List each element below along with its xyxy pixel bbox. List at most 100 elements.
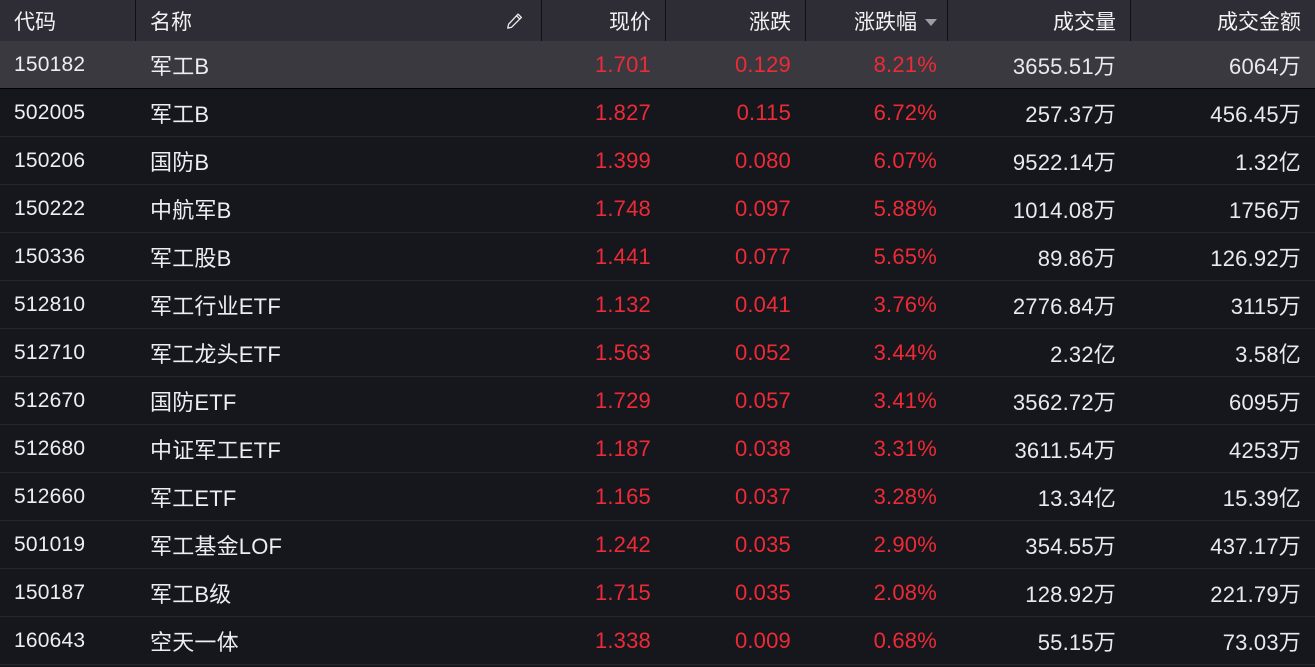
cell-price: 1.701 — [594, 52, 651, 77]
cell-change: 0.097 — [734, 196, 791, 221]
table-row[interactable]: 502005 军工B 1.827 0.115 6.72% 257.37万 456.45万 — [0, 89, 1315, 137]
table-row[interactable]: 150336 军工股B 1.441 0.077 5.65% 89.86万 126.92万 — [0, 233, 1315, 281]
cell-amount: 1.32亿 — [1235, 150, 1301, 175]
column-header-pct[interactable]: 涨跌幅 — [805, 0, 947, 41]
cell-volume: 1014.08万 — [1012, 198, 1116, 223]
table-row[interactable]: 150206 国防B 1.399 0.080 6.07% 9522.14万 1.32亿 — [0, 137, 1315, 185]
cell-name: 军工B — [150, 54, 210, 79]
cell-pct: 3.28% — [873, 484, 937, 509]
cell-name: 中航军B — [150, 198, 232, 223]
column-header-code[interactable]: 代码 — [0, 0, 135, 41]
cell-change: 0.052 — [734, 340, 791, 365]
table-row[interactable]: 150182 军工B 1.701 0.129 8.21% 3655.51万 6064万 — [0, 41, 1315, 89]
column-header-name-label: 名称 — [150, 10, 192, 34]
table-body: 150182 军工B 1.701 0.129 8.21% 3655.51万 6064万 502… — [0, 41, 1315, 665]
cell-pct: 3.76% — [873, 292, 937, 317]
column-header-name[interactable]: 名称 — [135, 0, 541, 41]
cell-volume: 257.37万 — [1025, 102, 1116, 127]
cell-volume: 13.34亿 — [1037, 486, 1116, 511]
cell-price: 1.338 — [594, 628, 651, 653]
column-header-amount-label: 成交金额 — [1217, 10, 1301, 34]
cell-volume: 3611.54万 — [1014, 438, 1116, 463]
cell-pct: 3.44% — [873, 340, 937, 365]
cell-code: 150182 — [14, 53, 86, 76]
cell-amount: 3.58亿 — [1235, 342, 1301, 367]
cell-pct: 6.72% — [873, 100, 937, 125]
cell-code: 512810 — [14, 293, 86, 316]
cell-code: 512670 — [14, 389, 86, 412]
cell-amount: 73.03万 — [1222, 630, 1301, 655]
cell-change: 0.115 — [736, 100, 791, 125]
table-row[interactable]: 512810 军工行业ETF 1.132 0.041 3.76% 2776.84万 3115… — [0, 281, 1315, 329]
cell-code: 150336 — [14, 245, 86, 268]
pencil-icon[interactable] — [506, 12, 523, 29]
table-row[interactable]: 512710 军工龙头ETF 1.563 0.052 3.44% 2.32亿 3.58亿 — [0, 329, 1315, 377]
cell-volume: 2776.84万 — [1012, 294, 1116, 319]
cell-pct: 5.65% — [873, 244, 937, 269]
cell-pct: 2.08% — [873, 580, 937, 605]
cell-code: 150206 — [14, 149, 86, 172]
cell-amount: 126.92万 — [1210, 246, 1301, 271]
column-header-change-label: 涨跌 — [749, 10, 791, 34]
cell-name: 军工股B — [150, 246, 232, 271]
column-header-price[interactable]: 现价 — [541, 0, 665, 41]
cell-code: 150222 — [14, 197, 86, 220]
cell-amount: 6095万 — [1229, 390, 1301, 415]
cell-pct: 3.41% — [873, 388, 937, 413]
cell-change: 0.038 — [734, 436, 791, 461]
cell-volume: 3562.72万 — [1012, 390, 1116, 415]
table-row[interactable]: 512680 中证军工ETF 1.187 0.038 3.31% 3611.54万 4253… — [0, 425, 1315, 473]
cell-name: 军工基金LOF — [150, 534, 283, 559]
cell-amount: 221.79万 — [1210, 582, 1301, 607]
cell-price: 1.748 — [594, 196, 651, 221]
cell-volume: 9522.14万 — [1012, 150, 1116, 175]
column-header-volume-label: 成交量 — [1053, 10, 1116, 34]
cell-change: 0.057 — [734, 388, 791, 413]
column-header-amount[interactable]: 成交金额 — [1130, 0, 1315, 41]
cell-change: 0.080 — [734, 148, 791, 173]
cell-code: 150187 — [14, 581, 86, 604]
cell-change: 0.037 — [734, 484, 791, 509]
cell-amount: 456.45万 — [1210, 102, 1301, 127]
table-row[interactable]: 150187 军工B级 1.715 0.035 2.08% 128.92万 221.79万 — [0, 569, 1315, 617]
cell-volume: 89.86万 — [1037, 246, 1116, 271]
cell-name: 军工B — [150, 102, 210, 127]
cell-pct: 5.88% — [873, 196, 937, 221]
cell-price: 1.715 — [594, 580, 651, 605]
column-header-change[interactable]: 涨跌 — [665, 0, 805, 41]
cell-price: 1.399 — [594, 148, 651, 173]
cell-change: 0.041 — [734, 292, 791, 317]
cell-price: 1.441 — [594, 244, 651, 269]
table-row[interactable]: 150222 中航军B 1.748 0.097 5.88% 1014.08万 1756万 — [0, 185, 1315, 233]
cell-price: 1.165 — [594, 484, 651, 509]
cell-name: 国防ETF — [150, 390, 237, 415]
table-row[interactable]: 512660 军工ETF 1.165 0.037 3.28% 13.34亿 15.39亿 — [0, 473, 1315, 521]
cell-code: 501019 — [14, 533, 86, 556]
cell-name: 中证军工ETF — [150, 438, 281, 463]
table-header: 代码 名称 现价 涨跌 涨跌幅 成交量 成交金额 — [0, 0, 1315, 41]
cell-price: 1.827 — [594, 100, 651, 125]
cell-amount: 3115万 — [1230, 294, 1301, 319]
cell-change: 0.009 — [734, 628, 791, 653]
cell-volume: 128.92万 — [1025, 582, 1116, 607]
cell-code: 512680 — [14, 437, 86, 460]
cell-name: 军工ETF — [150, 486, 237, 511]
table-row[interactable]: 501019 军工基金LOF 1.242 0.035 2.90% 354.55万 437.1… — [0, 521, 1315, 569]
column-header-pct-label: 涨跌幅 — [854, 10, 917, 34]
cell-amount: 6064万 — [1229, 54, 1301, 79]
cell-price: 1.132 — [594, 292, 651, 317]
cell-amount: 437.17万 — [1210, 534, 1301, 559]
sort-desc-arrow-icon[interactable] — [925, 19, 937, 26]
cell-volume: 3655.51万 — [1012, 54, 1116, 79]
cell-name: 国防B — [150, 150, 210, 175]
cell-pct: 0.68% — [873, 628, 937, 653]
table-row[interactable]: 512670 国防ETF 1.729 0.057 3.41% 3562.72万 6095万 — [0, 377, 1315, 425]
cell-pct: 2.90% — [873, 532, 937, 557]
table-row[interactable]: 160643 空天一体 1.338 0.009 0.68% 55.15万 73.03万 — [0, 617, 1315, 665]
cell-name: 军工龙头ETF — [150, 342, 281, 367]
cell-change: 0.129 — [734, 52, 791, 77]
column-header-price-label: 现价 — [609, 10, 651, 34]
column-header-volume[interactable]: 成交量 — [947, 0, 1130, 41]
cell-price: 1.563 — [594, 340, 651, 365]
column-header-code-label: 代码 — [14, 10, 56, 34]
